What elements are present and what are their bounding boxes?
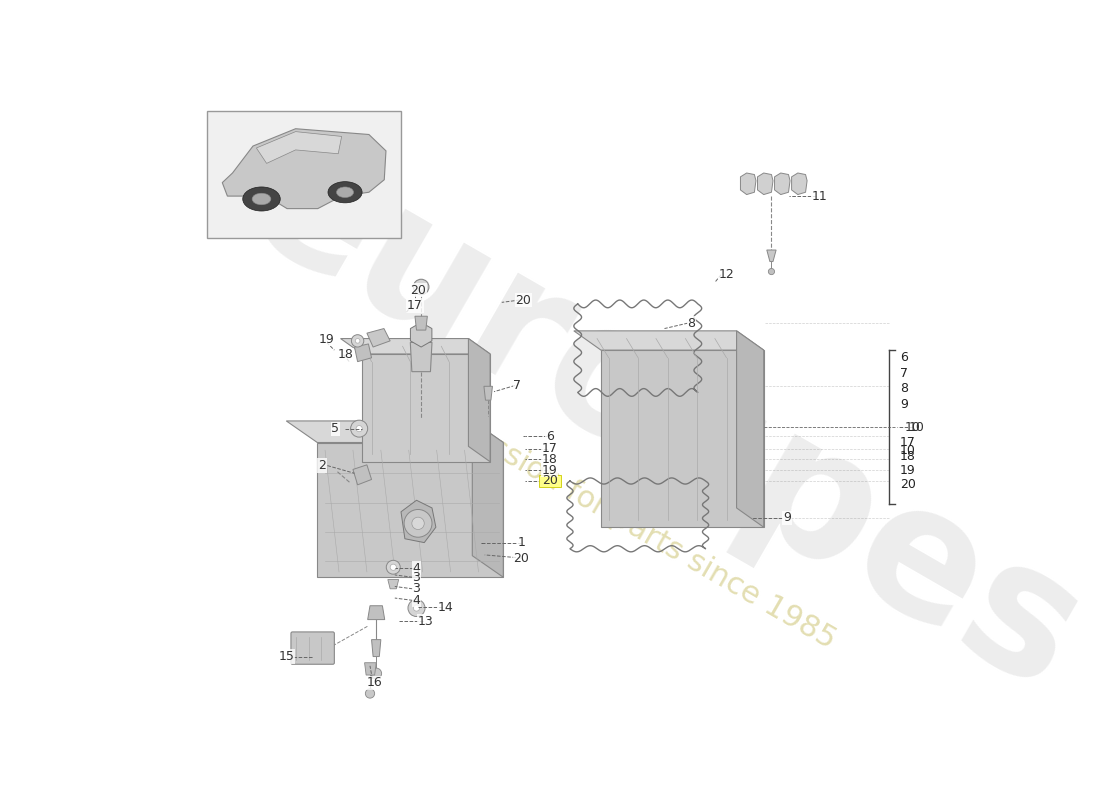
Polygon shape xyxy=(410,322,432,347)
Ellipse shape xyxy=(337,187,353,198)
Text: 18: 18 xyxy=(900,450,916,463)
Circle shape xyxy=(411,517,425,530)
Text: 1: 1 xyxy=(517,536,525,549)
Text: 20: 20 xyxy=(514,551,529,565)
Polygon shape xyxy=(341,338,491,354)
Text: 3: 3 xyxy=(412,570,420,584)
Polygon shape xyxy=(574,331,763,350)
Bar xyxy=(207,111,402,238)
Polygon shape xyxy=(367,329,390,347)
Text: 6: 6 xyxy=(546,430,553,443)
Polygon shape xyxy=(469,338,491,462)
Polygon shape xyxy=(367,606,385,619)
Text: 14: 14 xyxy=(438,601,454,614)
Text: 9: 9 xyxy=(900,398,908,410)
Text: 20: 20 xyxy=(516,294,531,306)
Ellipse shape xyxy=(252,194,271,205)
Text: 17: 17 xyxy=(542,442,558,455)
Circle shape xyxy=(371,668,382,679)
Polygon shape xyxy=(222,129,386,209)
Circle shape xyxy=(365,689,375,698)
Text: 19: 19 xyxy=(900,464,916,477)
Text: 20: 20 xyxy=(900,478,916,490)
Circle shape xyxy=(408,599,425,617)
Text: 4: 4 xyxy=(412,562,420,574)
Polygon shape xyxy=(774,173,790,194)
Polygon shape xyxy=(737,331,763,527)
Text: 10: 10 xyxy=(904,421,921,434)
Polygon shape xyxy=(410,342,432,372)
Circle shape xyxy=(414,605,419,611)
Circle shape xyxy=(418,284,425,290)
Text: 13: 13 xyxy=(418,614,433,628)
Text: 20: 20 xyxy=(410,283,426,297)
Text: 7: 7 xyxy=(900,366,909,380)
Polygon shape xyxy=(792,173,807,194)
Polygon shape xyxy=(364,662,376,675)
FancyBboxPatch shape xyxy=(292,632,334,664)
Circle shape xyxy=(768,269,774,274)
Text: 10: 10 xyxy=(900,444,916,457)
Ellipse shape xyxy=(243,187,280,211)
Polygon shape xyxy=(353,465,372,485)
Polygon shape xyxy=(415,316,427,330)
Polygon shape xyxy=(402,500,436,542)
Polygon shape xyxy=(740,173,756,194)
Text: 7: 7 xyxy=(514,379,521,392)
Text: 10: 10 xyxy=(909,421,924,434)
Text: 17: 17 xyxy=(900,436,916,449)
Text: 17: 17 xyxy=(407,299,422,312)
Text: 9: 9 xyxy=(783,511,791,525)
Polygon shape xyxy=(758,173,773,194)
Polygon shape xyxy=(601,350,763,527)
Bar xyxy=(539,475,561,487)
Text: 5: 5 xyxy=(331,422,339,435)
Text: 19: 19 xyxy=(542,464,558,477)
Polygon shape xyxy=(388,579,398,589)
Circle shape xyxy=(414,279,429,294)
Text: 16: 16 xyxy=(366,676,383,690)
Text: 20: 20 xyxy=(542,474,558,487)
Circle shape xyxy=(390,564,396,570)
Text: 3: 3 xyxy=(412,582,420,595)
Circle shape xyxy=(356,426,362,432)
Text: 6: 6 xyxy=(900,351,908,364)
Text: 2: 2 xyxy=(318,459,326,472)
Circle shape xyxy=(386,560,400,574)
Polygon shape xyxy=(362,354,491,462)
Polygon shape xyxy=(767,250,777,262)
Text: 18: 18 xyxy=(542,453,558,466)
Text: 12: 12 xyxy=(718,268,735,281)
Circle shape xyxy=(404,510,432,538)
Polygon shape xyxy=(317,442,504,578)
Text: 19: 19 xyxy=(319,333,334,346)
Polygon shape xyxy=(372,640,381,657)
Text: 11: 11 xyxy=(812,190,827,202)
Text: 8: 8 xyxy=(688,317,695,330)
Text: 4: 4 xyxy=(412,594,420,607)
Polygon shape xyxy=(286,421,504,442)
Text: 8: 8 xyxy=(900,382,909,395)
Polygon shape xyxy=(472,421,504,578)
Text: a passion for parts since 1985: a passion for parts since 1985 xyxy=(427,399,840,655)
Polygon shape xyxy=(484,386,493,400)
Polygon shape xyxy=(256,132,342,163)
Circle shape xyxy=(355,338,360,343)
Polygon shape xyxy=(354,344,372,362)
Text: 15: 15 xyxy=(278,650,294,663)
Circle shape xyxy=(351,420,367,437)
Text: eurospes: eurospes xyxy=(218,110,1100,728)
Ellipse shape xyxy=(328,182,362,203)
Circle shape xyxy=(351,334,364,347)
Text: 18: 18 xyxy=(338,348,353,362)
